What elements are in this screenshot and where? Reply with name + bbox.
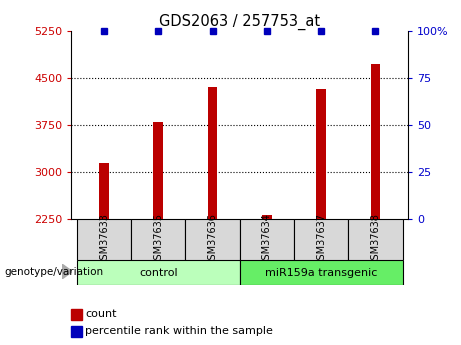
Text: GSM37634: GSM37634 (262, 213, 272, 266)
FancyBboxPatch shape (77, 260, 240, 285)
Text: genotype/variation: genotype/variation (5, 267, 104, 277)
FancyBboxPatch shape (294, 219, 348, 260)
Bar (154, 122, 163, 219)
Text: count: count (85, 309, 117, 319)
Bar (316, 89, 326, 219)
Text: control: control (139, 268, 177, 277)
Text: GSM37638: GSM37638 (371, 213, 380, 266)
Text: GSM37636: GSM37636 (207, 213, 218, 266)
FancyBboxPatch shape (185, 219, 240, 260)
FancyBboxPatch shape (131, 219, 185, 260)
Text: miR159a transgenic: miR159a transgenic (265, 268, 377, 277)
Text: GSM37635: GSM37635 (154, 213, 163, 266)
Text: percentile rank within the sample: percentile rank within the sample (85, 326, 273, 336)
Bar (99, 163, 109, 219)
Polygon shape (62, 264, 72, 279)
Text: GSM37633: GSM37633 (99, 213, 109, 266)
FancyBboxPatch shape (240, 260, 402, 285)
Bar (208, 88, 218, 219)
Title: GDS2063 / 257753_at: GDS2063 / 257753_at (159, 13, 320, 30)
Bar (262, 215, 272, 219)
Text: GSM37637: GSM37637 (316, 213, 326, 266)
Bar (371, 64, 380, 219)
FancyBboxPatch shape (348, 219, 402, 260)
FancyBboxPatch shape (77, 219, 131, 260)
FancyBboxPatch shape (240, 219, 294, 260)
